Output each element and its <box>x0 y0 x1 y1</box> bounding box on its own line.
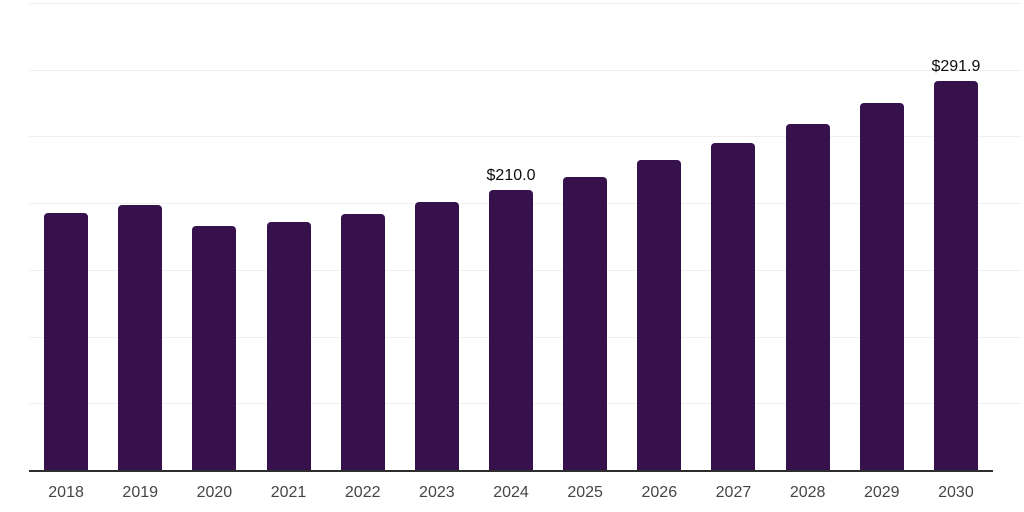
x-tick-2021: 2021 <box>270 484 307 501</box>
x-tick-2025: 2025 <box>567 484 603 501</box>
x-tick-2027: 2027 <box>715 484 752 501</box>
bar-2018 <box>44 212 89 470</box>
x-tick-2022: 2022 <box>344 484 381 501</box>
bar-2023 <box>414 202 459 470</box>
bar-2024 <box>489 189 533 470</box>
x-tick-2030: 2030 <box>938 484 974 501</box>
bar-2025 <box>563 177 608 470</box>
x-tick-2024: 2024 <box>493 484 529 501</box>
x-tick-2023: 2023 <box>419 484 455 501</box>
bar-2022 <box>340 213 385 470</box>
bar-2028 <box>785 124 830 470</box>
bar-2029 <box>859 103 904 470</box>
gridline-300 <box>29 69 1022 71</box>
x-tick-2028: 2028 <box>789 484 826 501</box>
bar-2030 <box>933 80 978 470</box>
gridline-250 <box>29 136 1022 138</box>
bar-2021 <box>266 222 311 470</box>
x-tick-2029: 2029 <box>863 484 900 501</box>
x-axis-line <box>29 470 993 472</box>
bar-2026 <box>637 160 682 470</box>
x-tick-2020: 2020 <box>196 484 233 501</box>
bar-2019 <box>118 205 163 470</box>
x-tick-2019: 2019 <box>122 484 159 501</box>
x-tick-2018: 2018 <box>48 484 84 501</box>
bar-2020 <box>192 225 237 470</box>
value-label-2030: $291.9 <box>931 57 981 75</box>
gridline-350 <box>29 3 1022 4</box>
value-label-2024: $210.0 <box>486 166 536 184</box>
x-tick-2026: 2026 <box>641 484 678 501</box>
bar-2027 <box>711 143 756 470</box>
